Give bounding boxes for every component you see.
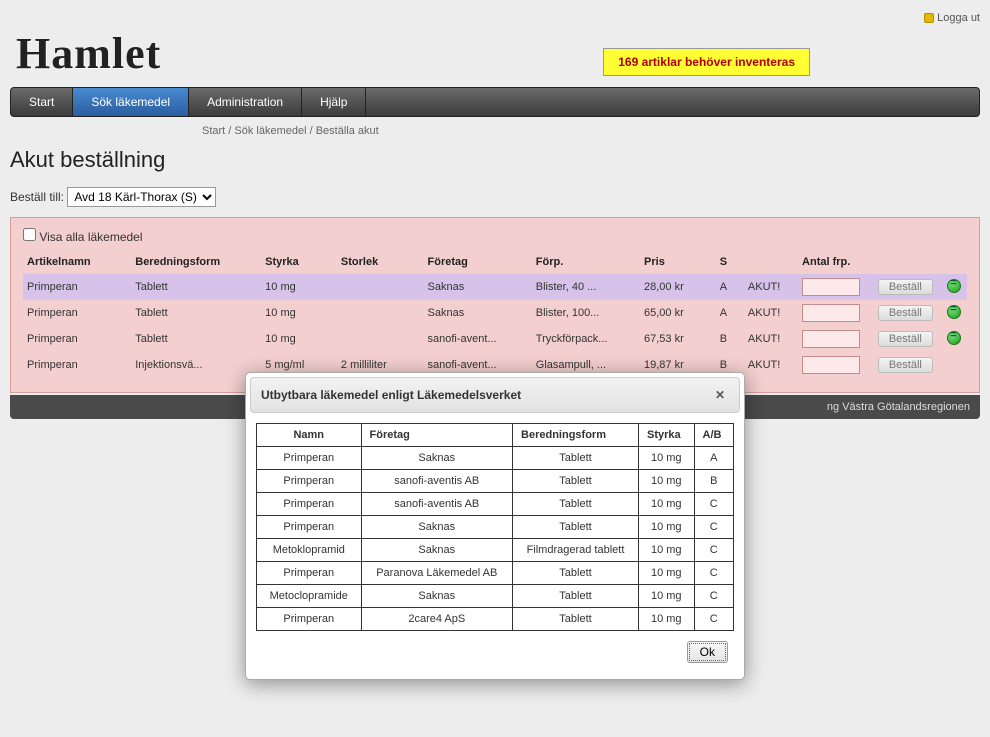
show-all-checkbox[interactable] — [23, 228, 36, 241]
dcol-form: Beredningsform — [513, 424, 639, 447]
status-akut: AKUT! — [744, 326, 798, 352]
nav-help[interactable]: Hjälp — [302, 88, 366, 116]
dialog-title: Utbytbara läkemedel enligt Läkemedelsver… — [261, 388, 521, 402]
logout-label: Logga ut — [937, 12, 980, 24]
nav-administration[interactable]: Administration — [189, 88, 302, 116]
order-button[interactable]: Beställ — [878, 357, 933, 373]
status-akut: AKUT! — [744, 300, 798, 326]
substitutes-table: Namn Företag Beredningsform Styrka A/B P… — [256, 423, 734, 631]
col-status — [744, 252, 798, 274]
page-title: Akut beställning — [10, 141, 980, 187]
substitute-row: MetoklopramidSaknasFilmdragerad tablett1… — [257, 539, 734, 562]
qty-input[interactable] — [802, 278, 860, 296]
order-button[interactable]: Beställ — [878, 305, 933, 321]
table-row[interactable]: PrimperanTablett10 mgSaknasBlister, 40 .… — [23, 274, 967, 300]
show-all-label: Visa alla läkemedel — [39, 230, 142, 244]
col-qty[interactable]: Antal frp. — [798, 252, 874, 274]
dialog-ok-button[interactable]: Ok — [687, 641, 728, 663]
qty-input[interactable] — [802, 356, 860, 374]
substitute-row: PrimperanSaknasTablett10 mgC — [257, 516, 734, 539]
qty-input[interactable] — [802, 330, 860, 348]
col-strength[interactable]: Styrka — [261, 252, 337, 274]
table-row[interactable]: PrimperanTablett10 mgSaknasBlister, 100.… — [23, 300, 967, 326]
substitute-row: Primperansanofi-aventis ABTablett10 mgB — [257, 470, 734, 493]
col-size[interactable]: Storlek — [337, 252, 424, 274]
col-form[interactable]: Beredningsform — [131, 252, 261, 274]
nav-search-medication[interactable]: Sök läkemedel — [73, 88, 189, 116]
substitute-icon[interactable] — [947, 331, 961, 345]
main-nav: Start Sök läkemedel Administration Hjälp — [10, 87, 980, 117]
substitute-row: Primperan2care4 ApSTablett10 mgC — [257, 608, 734, 631]
dialog-close-button[interactable]: ✕ — [711, 386, 729, 404]
substitute-row: Primperansanofi-aventis ABTablett10 mgC — [257, 493, 734, 516]
inventory-alert[interactable]: 169 artiklar behöver inventeras — [603, 48, 810, 76]
col-package[interactable]: Förp. — [532, 252, 640, 274]
order-button[interactable]: Beställ — [878, 331, 933, 347]
order-button[interactable]: Beställ — [878, 279, 933, 295]
logout-link[interactable]: Logga ut — [924, 12, 980, 24]
status-akut: AKUT! — [744, 274, 798, 300]
medication-table: Artikelnamn Beredningsform Styrka Storle… — [23, 252, 967, 378]
lock-icon — [924, 13, 934, 23]
order-to-label: Beställ till: — [10, 190, 64, 204]
substitute-icon[interactable] — [947, 279, 961, 293]
dcol-name: Namn — [257, 424, 362, 447]
substitute-row: PrimperanSaknasTablett10 mgA — [257, 447, 734, 470]
breadcrumb: Start / Sök läkemedel / Beställa akut — [10, 117, 980, 141]
status-akut: AKUT! — [744, 352, 798, 378]
order-panel: Visa alla läkemedel Artikelnamn Berednin… — [10, 217, 980, 393]
substitute-icon[interactable] — [947, 305, 961, 319]
table-row[interactable]: PrimperanTablett10 mgsanofi-avent...Tryc… — [23, 326, 967, 352]
qty-input[interactable] — [802, 304, 860, 322]
col-name[interactable]: Artikelnamn — [23, 252, 131, 274]
substitute-row: MetoclopramideSaknasTablett10 mgC — [257, 585, 734, 608]
dcol-ab: A/B — [694, 424, 733, 447]
col-s[interactable]: S — [716, 252, 744, 274]
dcol-strength: Styrka — [638, 424, 694, 447]
col-price[interactable]: Pris — [640, 252, 716, 274]
substitutes-dialog: Utbytbara läkemedel enligt Läkemedelsver… — [245, 372, 745, 680]
col-company[interactable]: Företag — [424, 252, 532, 274]
substitute-row: PrimperanParanova Läkemedel ABTablett10 … — [257, 562, 734, 585]
logo: Hamlet — [10, 28, 161, 87]
order-to-select[interactable]: Avd 18 Kärl-Thorax (S) — [67, 187, 216, 207]
nav-start[interactable]: Start — [11, 88, 73, 116]
dcol-company: Företag — [361, 424, 513, 447]
